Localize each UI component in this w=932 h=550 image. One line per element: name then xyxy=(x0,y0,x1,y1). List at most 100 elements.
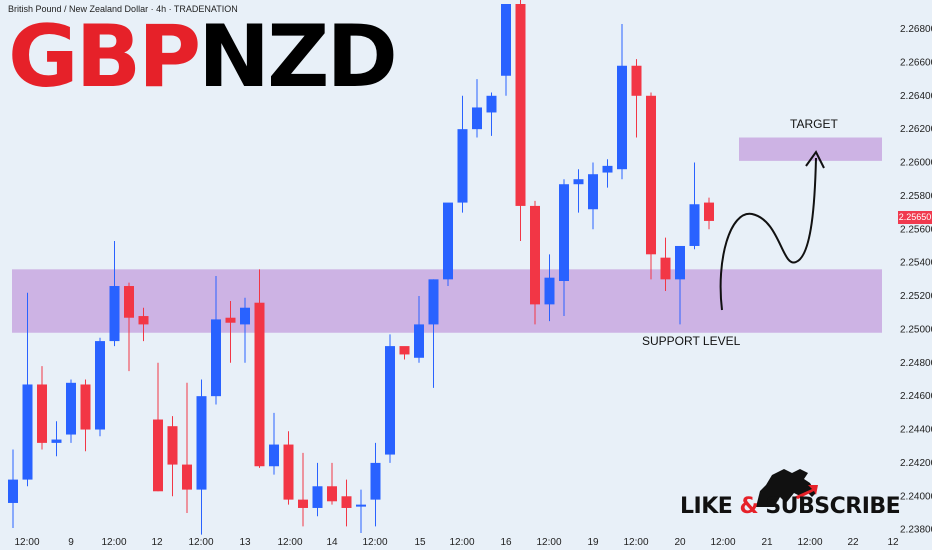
zone-target xyxy=(739,137,882,161)
x-axis: 12:00 9 12:00 12 12:00 13 12:00 14 12:00 15 12:00 1… xyxy=(14,537,899,548)
candle xyxy=(254,269,265,468)
candle xyxy=(269,412,279,475)
x-tick-label: 12:00 xyxy=(14,537,39,548)
projection-curve xyxy=(719,157,817,311)
arrow-head-icon xyxy=(805,150,825,169)
candle xyxy=(51,421,62,457)
y-tick-label: 2.24400 xyxy=(900,425,932,436)
y-tick-label: 2.26000 xyxy=(900,158,932,169)
candle-body xyxy=(501,4,511,76)
candle-body xyxy=(370,462,381,500)
candle-body xyxy=(428,279,439,325)
x-tick-label: 9 xyxy=(68,537,74,548)
candle-body xyxy=(588,174,598,210)
candle xyxy=(153,362,163,492)
zones-layer xyxy=(12,137,882,333)
candle-body xyxy=(646,95,656,255)
x-tick-label: 19 xyxy=(587,537,599,548)
candle-body xyxy=(675,245,685,280)
candle xyxy=(675,245,685,325)
zone-support xyxy=(12,269,882,333)
candle xyxy=(501,4,511,96)
candle xyxy=(689,162,700,250)
y-tick-label: 2.26800 xyxy=(900,24,932,35)
candle xyxy=(138,307,149,342)
x-tick-label: 12:00 xyxy=(710,537,735,548)
y-tick-label: 2.26200 xyxy=(900,124,932,135)
candle xyxy=(95,337,105,437)
candle xyxy=(588,162,598,230)
x-tick-label: 16 xyxy=(500,537,512,548)
candle-body xyxy=(225,317,236,323)
candle xyxy=(167,416,178,497)
x-tick-label: 14 xyxy=(326,537,338,548)
x-tick-label: 12:00 xyxy=(362,537,387,548)
candle-body xyxy=(356,504,366,507)
quote-currency: NZD xyxy=(198,7,398,107)
bull-logo-icon xyxy=(756,469,818,507)
candle-body xyxy=(515,4,526,206)
candle xyxy=(211,276,221,405)
candle-body xyxy=(341,496,352,508)
symbol-subtitle: British Pound / New Zealand Dollar · 4h … xyxy=(8,4,238,14)
candle-body xyxy=(486,95,497,113)
candle-body xyxy=(211,319,221,397)
candle-body xyxy=(22,384,33,480)
current-price-badge: 2.25650 xyxy=(898,211,932,224)
candle-body xyxy=(109,286,120,342)
candle xyxy=(225,301,236,363)
candle xyxy=(428,279,439,388)
candle xyxy=(196,379,207,535)
candle-body xyxy=(443,202,453,280)
candle-body xyxy=(472,107,482,130)
x-tick-label: 12:00 xyxy=(188,537,213,548)
candle xyxy=(472,79,482,138)
candle-body xyxy=(80,384,91,430)
candle xyxy=(457,95,468,213)
y-tick-label: 2.24000 xyxy=(900,491,932,502)
candle-body xyxy=(269,444,279,467)
candle-body xyxy=(399,346,410,355)
candle-body xyxy=(327,486,337,502)
candle xyxy=(124,282,134,372)
candle-body xyxy=(153,419,163,492)
candle-body xyxy=(631,65,642,96)
candle-body xyxy=(689,204,700,246)
candle xyxy=(327,462,337,505)
x-tick-label: 22 xyxy=(847,537,859,548)
candle-body xyxy=(704,202,714,221)
y-tick-label: 2.24800 xyxy=(900,358,932,369)
y-tick-label: 2.26400 xyxy=(900,91,932,102)
candle-body xyxy=(457,129,468,203)
candle xyxy=(37,366,47,450)
candle-body xyxy=(254,302,265,467)
candle-body xyxy=(617,65,627,170)
candle xyxy=(312,462,323,517)
candle-body xyxy=(385,346,395,455)
like-subscribe-banner: LIKE & SUBSCRIBE xyxy=(680,494,901,519)
candle xyxy=(66,379,76,443)
x-tick-label: 12 xyxy=(887,537,899,548)
candle xyxy=(399,346,410,360)
candle xyxy=(602,159,613,188)
target-label: TARGET xyxy=(790,117,838,131)
candle xyxy=(559,179,569,317)
candle-body xyxy=(298,499,308,508)
x-tick-label: 12:00 xyxy=(277,537,302,548)
base-currency: GBP xyxy=(8,7,201,107)
candle xyxy=(443,202,453,287)
candle-body xyxy=(660,257,671,280)
candle-body xyxy=(312,486,323,508)
x-tick-label: 12:00 xyxy=(623,537,648,548)
y-tick-label: 2.25200 xyxy=(900,291,932,302)
candle xyxy=(414,296,424,363)
x-tick-label: 12 xyxy=(151,537,163,548)
x-tick-label: 20 xyxy=(674,537,686,548)
candle xyxy=(617,24,627,180)
candle xyxy=(80,379,91,452)
candle xyxy=(515,0,526,241)
pair-title: GBPNZD xyxy=(8,14,398,100)
candle xyxy=(660,237,671,292)
